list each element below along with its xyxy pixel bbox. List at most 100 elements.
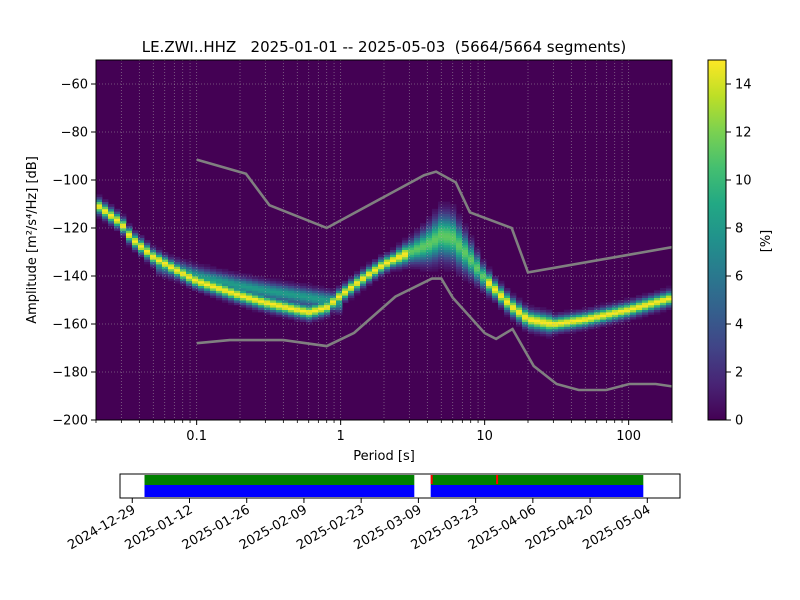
heatmap-cell xyxy=(318,285,325,289)
heatmap-cell xyxy=(264,300,271,303)
heatmap-cell xyxy=(300,302,307,306)
heatmap-cell xyxy=(522,312,529,315)
heatmap-cell xyxy=(432,252,439,255)
heatmap-cell xyxy=(534,328,541,332)
heatmap-cell xyxy=(360,280,367,284)
grid-lines xyxy=(96,60,672,420)
heatmap-cell xyxy=(642,304,649,308)
heatmap-cell xyxy=(648,309,655,313)
heatmap-cell xyxy=(144,261,151,265)
heatmap-cell xyxy=(432,254,439,258)
heatmap-cell xyxy=(138,242,145,246)
heatmap-cell xyxy=(456,268,463,272)
heatmap-cell xyxy=(336,309,343,313)
heatmap-cell xyxy=(420,244,427,248)
heatmap-cell xyxy=(390,252,397,255)
heatmap-cell xyxy=(300,295,307,298)
heatmap-cell xyxy=(264,278,271,282)
heatmap-cell xyxy=(252,304,259,308)
colorbar-ticks: 0 2 4 6 8 10 12 14 xyxy=(726,78,752,429)
heatmap-cell xyxy=(222,288,229,291)
heatmap-cell xyxy=(408,266,415,270)
heatmap-cell xyxy=(648,300,655,303)
heatmap-cell xyxy=(234,297,241,301)
y-tick-label: −140 xyxy=(52,270,88,285)
heatmap-cell xyxy=(432,266,439,270)
heatmap-cell xyxy=(306,295,313,298)
heatmap-cell xyxy=(438,201,445,205)
heatmap-cell xyxy=(420,249,427,253)
heatmap-cell xyxy=(468,247,475,250)
heatmap-cell xyxy=(426,268,433,272)
heatmap-cell xyxy=(306,300,313,303)
heatmap-cell xyxy=(372,259,379,262)
heatmap-cell xyxy=(252,288,259,291)
heatmap-cell xyxy=(642,295,649,298)
heatmap-cell xyxy=(606,316,613,320)
heatmap-cell xyxy=(474,254,481,258)
heatmap-cell xyxy=(108,220,115,224)
heatmap-cell xyxy=(348,283,355,286)
heatmap-cell xyxy=(372,273,379,277)
heatmap-cell xyxy=(450,261,457,265)
heatmap-cell xyxy=(510,297,517,301)
heatmap-cell xyxy=(222,295,229,298)
heatmap-cell xyxy=(120,232,127,236)
heatmap-cell xyxy=(510,295,517,298)
heatmap-cell xyxy=(282,290,289,294)
heatmap-cell xyxy=(474,266,481,270)
heatmap-cell xyxy=(210,276,217,279)
heatmap-cell xyxy=(198,264,205,267)
heatmap-cell xyxy=(120,225,127,229)
heatmap-cell xyxy=(168,271,175,274)
heatmap-cell xyxy=(216,283,223,286)
heatmap-cell xyxy=(600,312,607,315)
heatmap-cell xyxy=(660,297,667,301)
heatmap-cell xyxy=(420,261,427,265)
heatmap-cell xyxy=(654,309,661,313)
heatmap-cell xyxy=(102,206,109,210)
heatmap-cell xyxy=(162,264,169,267)
heatmap-cell xyxy=(216,271,223,274)
heatmap-cell xyxy=(408,254,415,258)
x-tick-label: 0.1 xyxy=(186,429,207,444)
heatmap-cell xyxy=(156,247,163,250)
heatmap-cell xyxy=(570,331,577,334)
heatmap-cell xyxy=(378,276,385,279)
heatmap-cell xyxy=(486,268,493,272)
heatmap-cell xyxy=(276,307,283,310)
heatmap-cell xyxy=(258,280,265,284)
heatmap-cell xyxy=(486,278,493,282)
heatmap-cell xyxy=(546,309,553,313)
heatmap-cell xyxy=(270,297,277,301)
heatmap-cell xyxy=(324,290,331,294)
heatmap-cell xyxy=(468,249,475,253)
heatmap-cell xyxy=(564,321,571,325)
heatmap-cell xyxy=(402,266,409,270)
heatmap-cell xyxy=(576,326,583,330)
heatmap-cell xyxy=(300,300,307,303)
heatmap-cell xyxy=(624,314,631,318)
heatmap-cell xyxy=(246,285,253,289)
heatmap-cell xyxy=(288,283,295,286)
heatmap-cell xyxy=(456,223,463,226)
heatmap-cell xyxy=(420,230,427,234)
heatmap-cell xyxy=(408,244,415,248)
heatmap-cell xyxy=(354,292,361,296)
heatmap-cell xyxy=(378,271,385,274)
heatmap-cell xyxy=(396,254,403,258)
heatmap-cell xyxy=(444,216,451,219)
heatmap-cell xyxy=(636,314,643,318)
heatmap-cell xyxy=(642,300,649,303)
heatmap-cell xyxy=(246,292,253,296)
heatmap-cell xyxy=(360,273,367,277)
heatmap-cell xyxy=(102,199,109,202)
heatmap-cell xyxy=(114,216,121,219)
heatmap-cell xyxy=(480,261,487,265)
heatmap-cell xyxy=(402,261,409,265)
heatmap-cell xyxy=(198,285,205,289)
heatmap-cell xyxy=(270,283,277,286)
heatmap-cell xyxy=(240,276,247,279)
heatmap-cell xyxy=(330,309,337,313)
heatmap-cell xyxy=(648,297,655,301)
